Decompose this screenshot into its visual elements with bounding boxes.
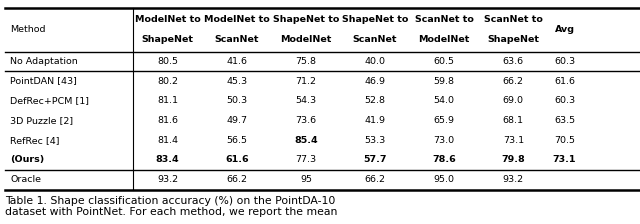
Text: Oracle: Oracle: [10, 175, 41, 184]
Text: 60.3: 60.3: [554, 57, 575, 66]
Text: Table 1. Shape classification accuracy (%) on the PointDA-10: Table 1. Shape classification accuracy (…: [5, 196, 335, 206]
Text: 56.5: 56.5: [227, 136, 247, 145]
Text: 68.1: 68.1: [503, 116, 524, 125]
Text: 95.0: 95.0: [434, 175, 454, 184]
Text: ShapeNet: ShapeNet: [487, 35, 540, 44]
Text: Method: Method: [10, 25, 45, 34]
Text: ScanNet: ScanNet: [353, 35, 397, 44]
Text: 81.6: 81.6: [157, 116, 178, 125]
Text: No Adaptation: No Adaptation: [10, 57, 78, 66]
Text: 81.1: 81.1: [157, 96, 178, 105]
Text: ModelNet to: ModelNet to: [135, 15, 200, 24]
Text: ShapeNet to: ShapeNet to: [342, 15, 408, 24]
Text: ScanNet: ScanNet: [214, 35, 259, 44]
Text: 60.5: 60.5: [434, 57, 454, 66]
Text: 46.9: 46.9: [365, 77, 385, 86]
Text: 73.1: 73.1: [502, 136, 524, 145]
Text: ShapeNet: ShapeNet: [141, 35, 194, 44]
Text: 60.3: 60.3: [554, 96, 575, 105]
Text: 73.0: 73.0: [433, 136, 455, 145]
Text: DefRec+PCM [1]: DefRec+PCM [1]: [10, 96, 89, 105]
Text: ShapeNet to: ShapeNet to: [273, 15, 339, 24]
Text: 3D Puzzle [2]: 3D Puzzle [2]: [10, 116, 74, 125]
Text: ModelNet to: ModelNet to: [204, 15, 269, 24]
Text: 65.9: 65.9: [434, 116, 454, 125]
Text: ScanNet to: ScanNet to: [415, 15, 474, 24]
Text: 69.0: 69.0: [503, 96, 524, 105]
Text: 66.2: 66.2: [365, 175, 385, 184]
Text: 61.6: 61.6: [225, 155, 248, 164]
Text: 73.6: 73.6: [295, 116, 317, 125]
Text: ModelNet: ModelNet: [419, 35, 470, 44]
Text: (Ours): (Ours): [10, 155, 45, 164]
Text: 79.8: 79.8: [501, 155, 525, 164]
Text: 61.6: 61.6: [554, 77, 575, 86]
Text: 40.0: 40.0: [365, 57, 385, 66]
Text: 57.7: 57.7: [364, 155, 387, 164]
Text: 52.8: 52.8: [365, 96, 385, 105]
Text: 66.2: 66.2: [227, 175, 247, 184]
Text: 53.3: 53.3: [364, 136, 386, 145]
Text: 45.3: 45.3: [226, 77, 248, 86]
Text: ScanNet to: ScanNet to: [484, 15, 543, 24]
Text: 77.3: 77.3: [295, 155, 317, 164]
Text: 83.4: 83.4: [156, 155, 179, 164]
Text: 59.8: 59.8: [434, 77, 454, 86]
Text: 71.2: 71.2: [296, 77, 316, 86]
Text: 66.2: 66.2: [503, 77, 524, 86]
Text: dataset with PointNet. For each method, we report the mean: dataset with PointNet. For each method, …: [5, 207, 337, 217]
Text: 54.3: 54.3: [295, 96, 317, 105]
Text: 73.1: 73.1: [553, 155, 576, 164]
Text: 85.4: 85.4: [294, 136, 317, 145]
Text: RefRec [4]: RefRec [4]: [10, 136, 60, 145]
Text: 75.8: 75.8: [296, 57, 316, 66]
Text: 81.4: 81.4: [157, 136, 178, 145]
Text: 78.6: 78.6: [432, 155, 456, 164]
Text: 93.2: 93.2: [502, 175, 524, 184]
Text: 93.2: 93.2: [157, 175, 179, 184]
Text: 50.3: 50.3: [226, 96, 248, 105]
Text: 63.5: 63.5: [554, 116, 575, 125]
Text: Avg: Avg: [554, 25, 575, 34]
Text: 54.0: 54.0: [434, 96, 454, 105]
Text: 63.6: 63.6: [502, 57, 524, 66]
Text: 95: 95: [300, 175, 312, 184]
Text: 49.7: 49.7: [227, 116, 247, 125]
Text: 70.5: 70.5: [554, 136, 575, 145]
Text: ModelNet: ModelNet: [280, 35, 332, 44]
Text: PointDAN [43]: PointDAN [43]: [10, 77, 77, 86]
Text: 41.6: 41.6: [227, 57, 247, 66]
Text: 41.9: 41.9: [365, 116, 385, 125]
Text: 80.5: 80.5: [157, 57, 178, 66]
Text: 80.2: 80.2: [157, 77, 178, 86]
